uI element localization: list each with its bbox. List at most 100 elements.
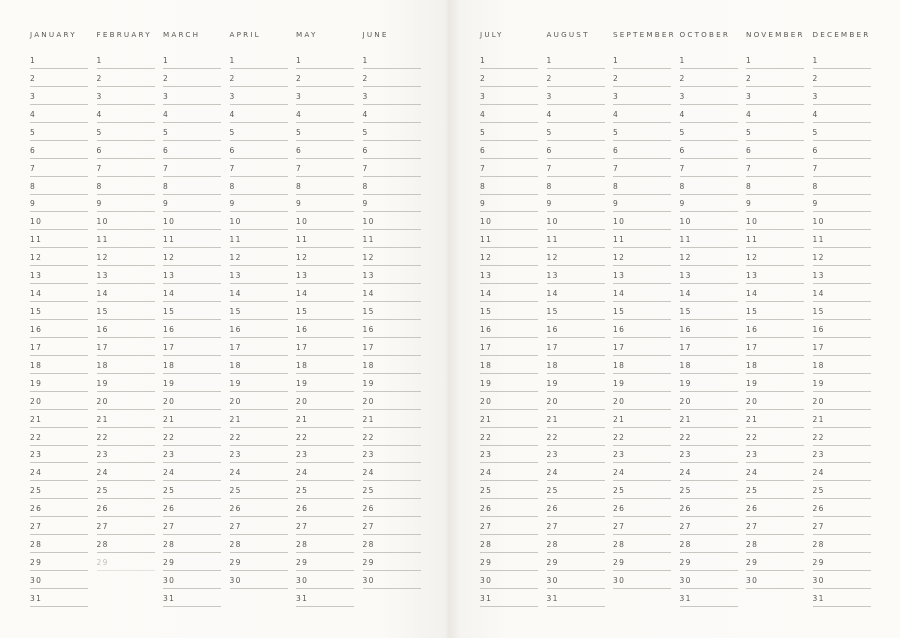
day-entry-line[interactable]: 10 [96, 212, 155, 231]
day-entry-line[interactable]: 25 [229, 481, 288, 500]
day-entry-line[interactable]: 13 [546, 266, 605, 285]
day-entry-line[interactable]: 12 [229, 248, 288, 267]
day-entry-line[interactable]: 15 [296, 302, 354, 321]
day-entry-line[interactable]: 16 [163, 320, 221, 338]
day-entry-line[interactable]: 16 [362, 320, 421, 338]
day-entry-line[interactable]: 24 [229, 463, 288, 482]
day-entry-line[interactable]: 19 [362, 374, 421, 392]
day-entry-line[interactable]: 4 [613, 105, 671, 123]
day-entry-line[interactable]: 2 [30, 69, 88, 87]
day-entry-line[interactable]: 19 [296, 374, 354, 392]
day-entry-line[interactable]: 29 [296, 553, 354, 572]
day-entry-line[interactable]: 31 [480, 589, 538, 607]
day-entry-line[interactable]: 6 [163, 141, 221, 159]
day-entry-line[interactable]: 10 [480, 212, 538, 231]
day-entry-line[interactable]: 2 [546, 69, 605, 87]
day-entry-line[interactable]: 9 [812, 194, 871, 213]
day-entry-line[interactable]: 4 [679, 105, 738, 123]
day-entry-line[interactable]: 4 [296, 105, 354, 123]
day-entry-line[interactable]: 5 [96, 123, 155, 141]
day-entry-line[interactable]: 19 [229, 374, 288, 392]
day-entry-line[interactable]: 2 [679, 69, 738, 87]
day-entry-line[interactable]: 19 [163, 374, 221, 392]
day-entry-line[interactable]: 6 [812, 141, 871, 159]
day-entry-line[interactable]: 3 [480, 87, 538, 105]
day-entry-line[interactable]: 10 [679, 212, 738, 231]
day-entry-line[interactable]: 15 [480, 302, 538, 321]
day-entry-line[interactable]: 25 [613, 481, 671, 500]
day-entry-line[interactable]: 15 [362, 302, 421, 321]
day-entry-line[interactable]: 25 [480, 481, 538, 500]
day-entry-line[interactable]: 12 [163, 248, 221, 267]
day-entry-line[interactable]: 9 [546, 194, 605, 213]
day-entry-line[interactable]: 11 [229, 230, 288, 249]
day-entry-line[interactable]: 3 [613, 87, 671, 105]
day-entry-line[interactable]: 27 [362, 517, 421, 536]
day-entry-line[interactable]: 8 [746, 177, 804, 195]
day-entry-line[interactable]: 14 [96, 284, 155, 303]
day-entry-line[interactable]: 4 [229, 105, 288, 123]
day-entry-line[interactable]: 5 [163, 123, 221, 141]
day-entry-line[interactable]: 29 [546, 553, 605, 572]
day-entry-line[interactable]: 22 [96, 428, 155, 446]
day-entry-line[interactable]: 9 [746, 194, 804, 213]
day-entry-line[interactable]: 12 [546, 248, 605, 267]
day-entry-line[interactable]: 8 [546, 177, 605, 195]
day-entry-line[interactable]: 29 [30, 553, 88, 572]
day-entry-line[interactable]: 12 [679, 248, 738, 267]
day-entry-line[interactable]: 5 [679, 123, 738, 141]
day-entry-line[interactable]: 21 [546, 410, 605, 428]
day-entry-line[interactable]: 8 [30, 177, 88, 195]
day-entry-line[interactable]: 3 [30, 87, 88, 105]
day-entry-line[interactable]: 27 [96, 517, 155, 536]
day-entry-line[interactable]: 5 [613, 123, 671, 141]
day-entry-line[interactable]: 20 [362, 392, 421, 410]
day-entry-line[interactable]: 11 [812, 230, 871, 249]
day-entry-line[interactable]: 1 [613, 51, 671, 69]
day-entry-line[interactable]: 27 [30, 517, 88, 536]
day-entry-line[interactable]: 2 [480, 69, 538, 87]
day-entry-line[interactable]: 7 [296, 159, 354, 177]
day-entry-line[interactable]: 8 [229, 177, 288, 195]
day-entry-line[interactable]: 8 [679, 177, 738, 195]
day-entry-line[interactable]: 26 [96, 499, 155, 518]
day-entry-line[interactable]: 10 [229, 212, 288, 231]
day-entry-line[interactable]: 25 [812, 481, 871, 500]
day-entry-line[interactable]: 4 [96, 105, 155, 123]
day-entry-line[interactable]: 1 [229, 51, 288, 69]
day-entry-line[interactable]: 18 [362, 356, 421, 374]
day-entry-line[interactable]: 20 [96, 392, 155, 410]
day-entry-line[interactable]: 23 [30, 445, 88, 464]
day-entry-line[interactable]: 14 [480, 284, 538, 303]
day-entry-line[interactable]: 8 [613, 177, 671, 195]
day-entry-line[interactable]: 10 [163, 212, 221, 231]
day-entry-line[interactable]: 16 [679, 320, 738, 338]
day-entry-line[interactable]: 30 [229, 571, 288, 589]
day-entry-line[interactable]: 28 [229, 535, 288, 554]
day-entry-line[interactable]: 1 [296, 51, 354, 69]
day-entry-line[interactable]: 4 [480, 105, 538, 123]
day-entry-line[interactable]: 25 [30, 481, 88, 500]
day-entry-line[interactable]: 12 [812, 248, 871, 267]
day-entry-line[interactable]: 28 [812, 535, 871, 554]
day-entry-line[interactable]: 14 [679, 284, 738, 303]
day-entry-line[interactable]: 8 [296, 177, 354, 195]
day-entry-line[interactable]: 30 [163, 571, 221, 589]
day-entry-line[interactable]: 9 [480, 194, 538, 213]
day-entry-line[interactable]: 4 [746, 105, 804, 123]
day-entry-line[interactable]: 12 [613, 248, 671, 267]
day-entry-line[interactable]: 20 [296, 392, 354, 410]
day-entry-line[interactable]: 5 [362, 123, 421, 141]
day-entry-line[interactable]: 20 [30, 392, 88, 410]
day-entry-line[interactable]: 21 [163, 410, 221, 428]
day-entry-line[interactable]: 13 [229, 266, 288, 285]
day-entry-line[interactable]: 6 [96, 141, 155, 159]
day-entry-line[interactable]: 11 [163, 230, 221, 249]
day-entry-line[interactable]: 7 [30, 159, 88, 177]
day-entry-line[interactable]: 2 [746, 69, 804, 87]
day-entry-line[interactable]: 16 [30, 320, 88, 338]
day-entry-line[interactable]: 26 [613, 499, 671, 518]
day-entry-line[interactable]: 1 [362, 51, 421, 69]
day-entry-line[interactable]: 12 [296, 248, 354, 267]
day-entry-line[interactable]: 4 [163, 105, 221, 123]
